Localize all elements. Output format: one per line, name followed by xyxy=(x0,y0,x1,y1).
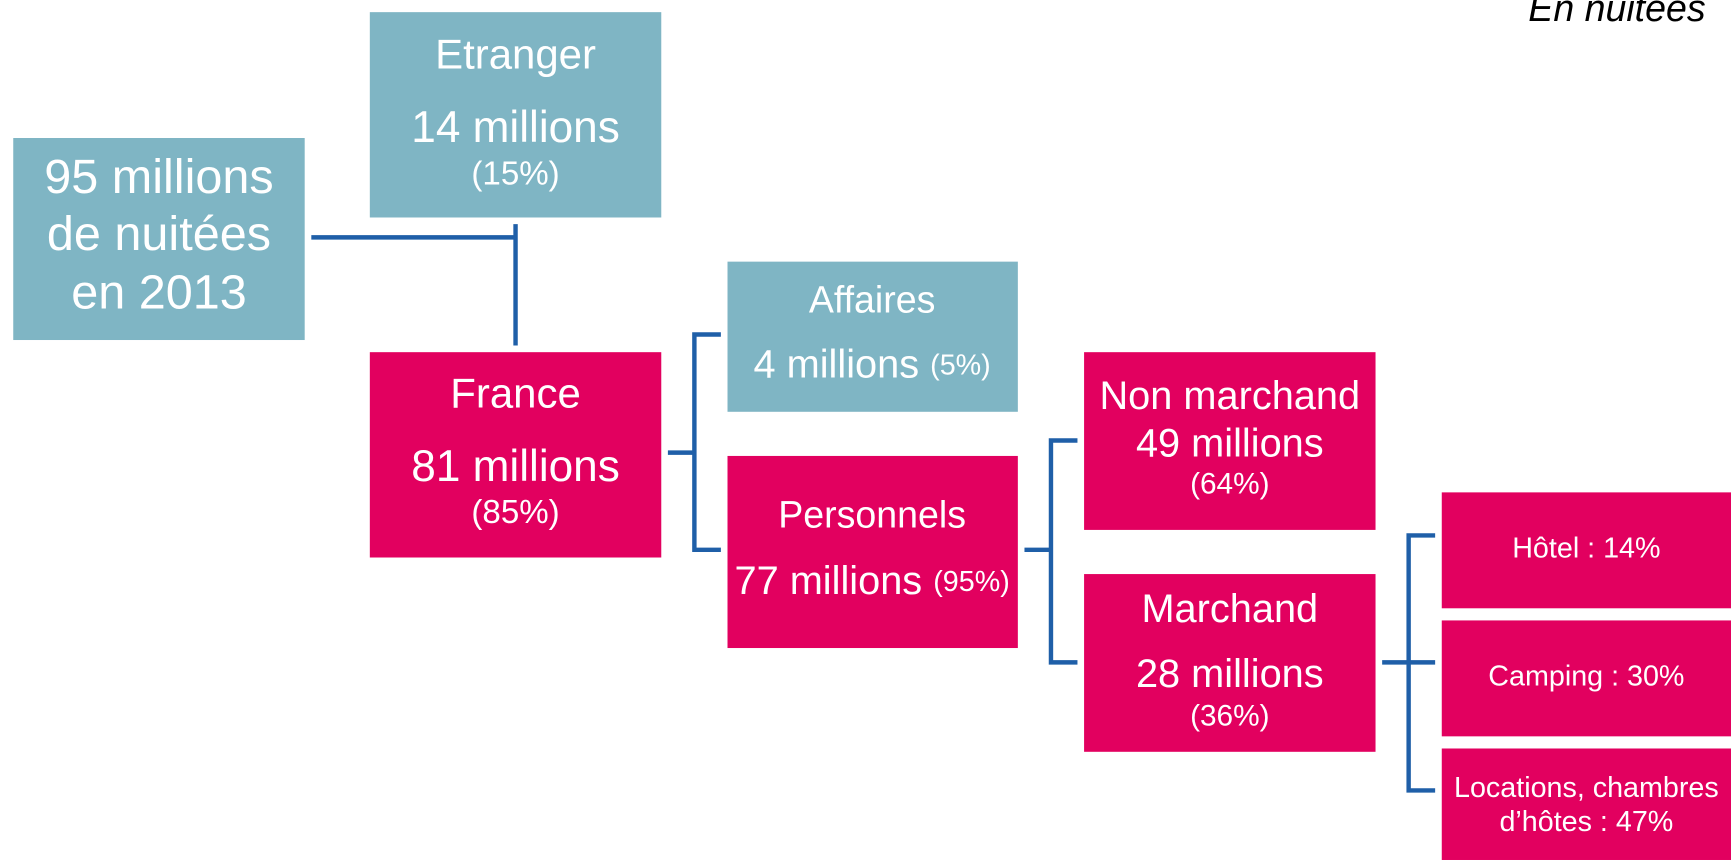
node-box xyxy=(1441,748,1731,860)
node-text: Hôtel : 14% xyxy=(1512,532,1660,564)
node-value: 4 millions xyxy=(753,342,919,386)
connectors xyxy=(311,224,1436,793)
node-box xyxy=(1441,620,1731,737)
node-share: (15%) xyxy=(471,155,559,192)
node-title: France xyxy=(450,369,581,416)
node-share: (85%) xyxy=(471,494,559,531)
node-text: en 2013 xyxy=(71,266,247,320)
unit-note: En nuitées xyxy=(1528,0,1705,29)
node-text: de nuitées xyxy=(47,207,271,261)
node-title: Non marchand xyxy=(1099,374,1360,418)
node-text: Locations, chambres xyxy=(1454,772,1719,804)
node-box xyxy=(1084,352,1376,530)
node-value: 81 millions xyxy=(411,442,620,491)
node-value: 77 millions xyxy=(734,558,922,602)
node-box xyxy=(369,12,662,218)
node-text: Camping : 30% xyxy=(1488,660,1684,692)
node-box xyxy=(727,261,1018,412)
node-value: 49 millions xyxy=(1136,422,1324,466)
connector xyxy=(667,332,721,552)
node-title: Etranger xyxy=(435,30,596,77)
node-title: Marchand xyxy=(1141,587,1318,631)
node-box xyxy=(369,352,662,558)
node-box xyxy=(13,138,305,341)
node-title: Personnels xyxy=(778,494,966,536)
node-share: (95%) xyxy=(933,565,1010,597)
connector xyxy=(1024,438,1078,665)
node-share: (64%) xyxy=(1190,468,1269,501)
node-text: d’hôtes : 47% xyxy=(1499,806,1673,838)
node-box xyxy=(727,455,1018,649)
node-title: Affaires xyxy=(809,278,936,320)
node-text: 95 millions xyxy=(44,150,273,204)
node-share: (5%) xyxy=(930,349,991,381)
node-share: (36%) xyxy=(1190,699,1269,732)
connector xyxy=(1382,533,1436,793)
connector xyxy=(311,224,518,346)
node-value-line: 4 millions (5%) xyxy=(753,342,990,386)
node-box xyxy=(1084,574,1376,752)
node-value: 14 millions xyxy=(411,103,620,152)
node-value-line: 77 millions (95%) xyxy=(734,558,1009,602)
node-box xyxy=(1441,492,1731,609)
node-value: 28 millions xyxy=(1136,652,1324,696)
